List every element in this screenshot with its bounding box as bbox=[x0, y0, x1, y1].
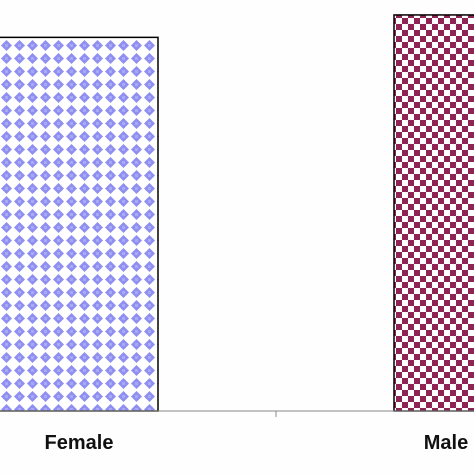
category-label: Male bbox=[424, 432, 468, 454]
bar-male bbox=[393, 14, 474, 412]
category-labels: Female Male bbox=[45, 432, 469, 454]
category-label: Female bbox=[45, 432, 114, 454]
bar-female bbox=[0, 36, 159, 412]
bars-group bbox=[0, 14, 474, 412]
